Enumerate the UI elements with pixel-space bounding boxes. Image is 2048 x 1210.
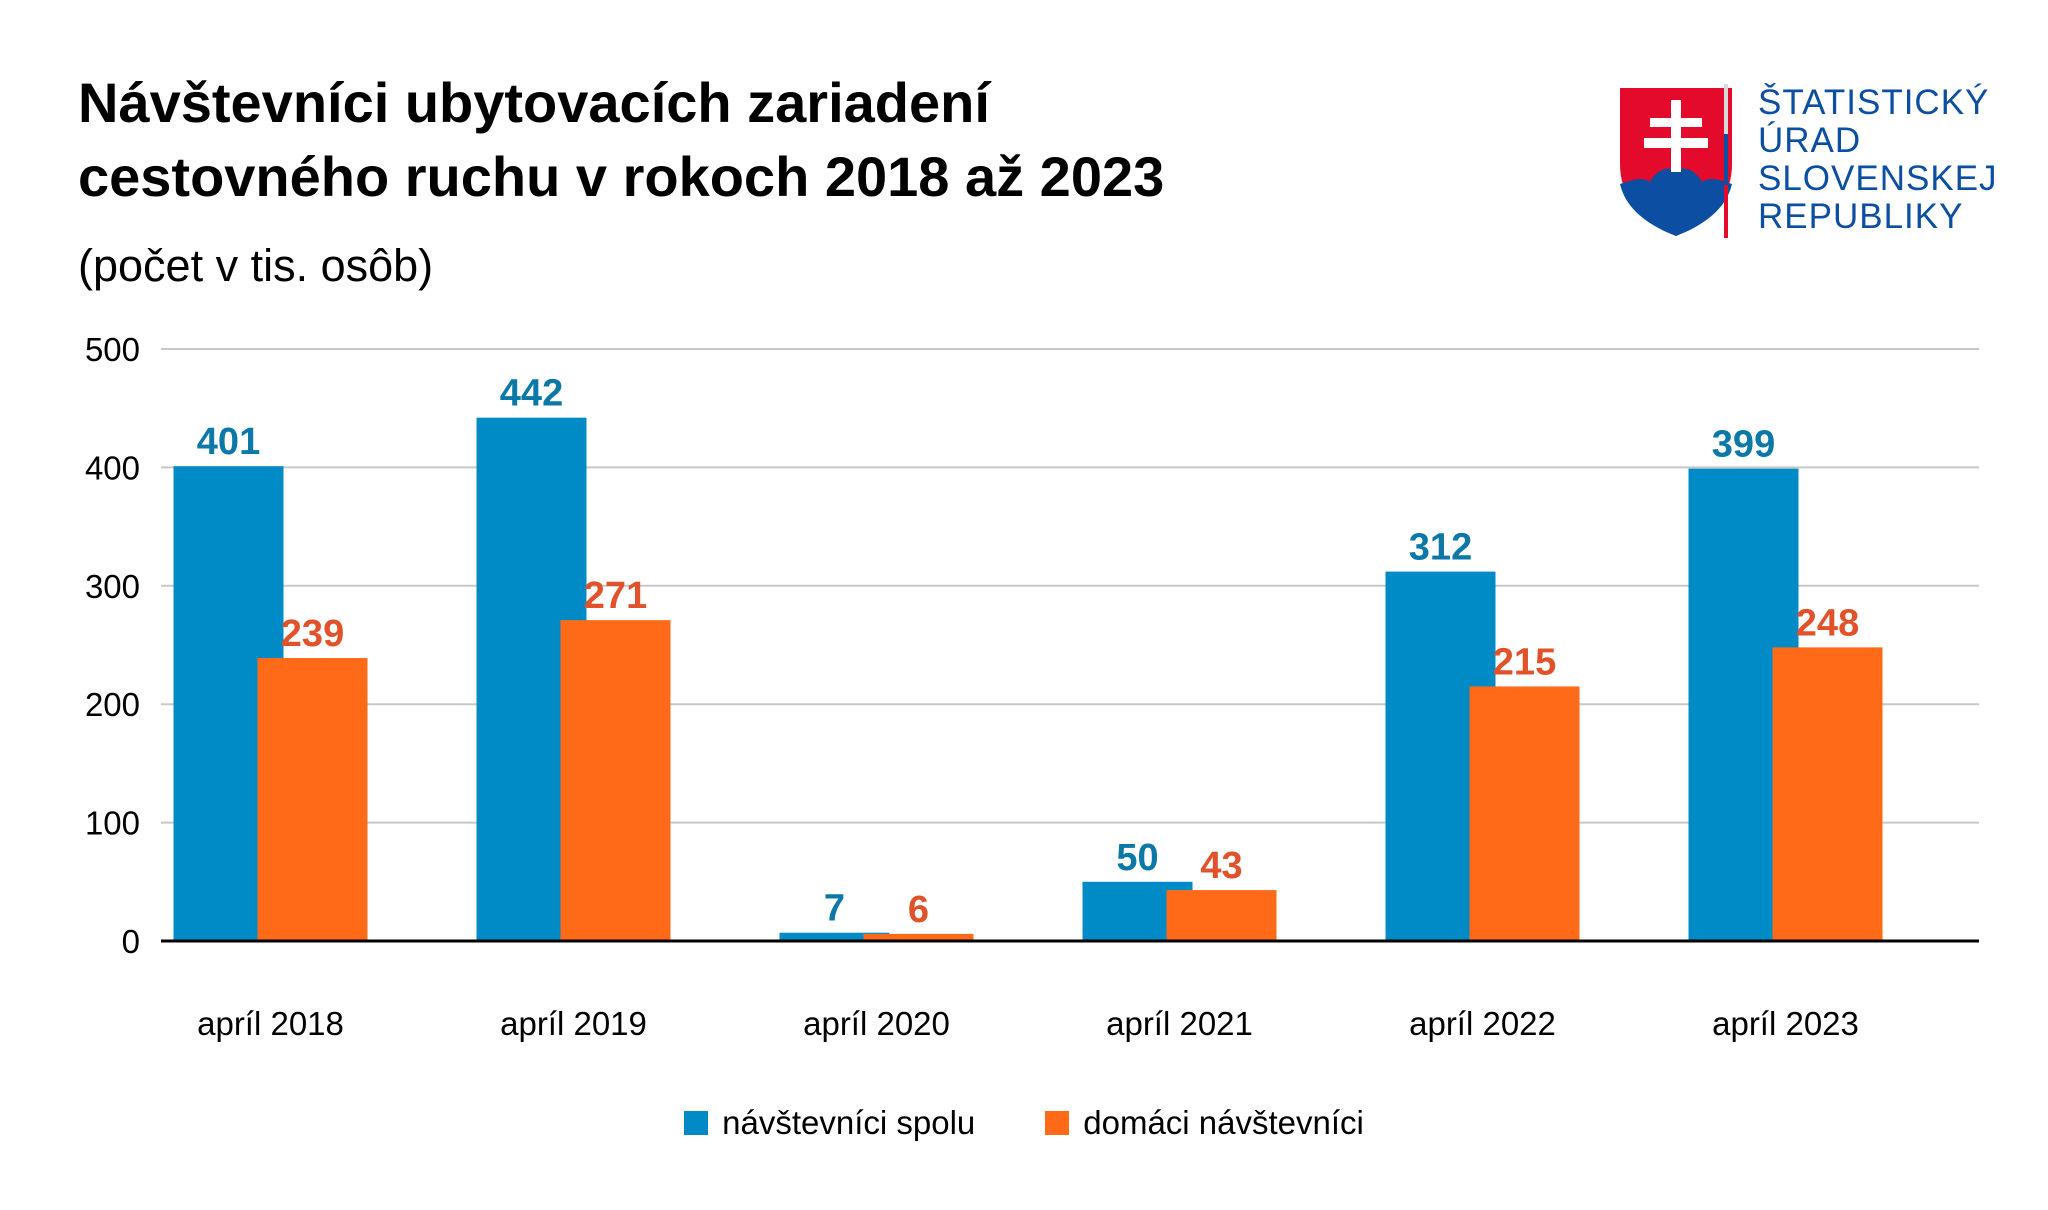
bar-navstevnici-spolu <box>779 932 890 941</box>
logo-line: REPUBLIKY <box>1758 197 1964 236</box>
x-tick-label: apríl 2019 <box>500 1005 647 1042</box>
data-label: 50 <box>1116 837 1158 879</box>
data-label: 43 <box>1200 845 1242 887</box>
bar-domaci-navstevnici <box>1166 890 1277 941</box>
data-label: 271 <box>584 575 647 617</box>
bar-domaci-navstevnici <box>257 658 368 941</box>
title-line-2: cestovného ruchu v rokoch 2018 až 2023 <box>78 145 1165 208</box>
legend-label: domáci návštevníci <box>1083 1104 1364 1141</box>
legend-label: návštevníci spolu <box>722 1104 976 1141</box>
x-tick-label: apríl 2020 <box>803 1005 950 1042</box>
data-label: 215 <box>1493 641 1556 683</box>
logo-line: ÚRAD <box>1758 121 1862 160</box>
logo-line: SLOVENSKEJ <box>1758 159 1998 198</box>
x-tick-label: apríl 2022 <box>1409 1005 1556 1042</box>
x-tick-label: apríl 2023 <box>1712 1005 1859 1042</box>
logo-line: ŠTATISTICKÝ <box>1758 83 1990 122</box>
data-label: 6 <box>908 889 929 931</box>
y-tick-label: 300 <box>85 568 140 605</box>
y-tick-label: 500 <box>85 331 140 368</box>
data-label: 399 <box>1712 424 1775 466</box>
legend-swatch <box>684 1111 709 1135</box>
flag-stripe <box>1724 84 1728 238</box>
data-label: 7 <box>824 888 845 930</box>
susr-logo: ŠTATISTICKÝ ÚRAD SLOVENSKEJ REPUBLIKY <box>1612 84 2012 244</box>
data-label: 312 <box>1409 527 1472 569</box>
bar-domaci-navstevnici <box>863 933 974 941</box>
data-label: 401 <box>197 421 260 463</box>
legend: návštevníci spolu domáci návštevníci <box>0 1104 2048 1142</box>
bar-domaci-navstevnici <box>1772 647 1883 941</box>
x-tick-label: apríl 2021 <box>1106 1005 1253 1042</box>
data-label: 248 <box>1796 602 1859 644</box>
coat-of-arms-icon <box>1620 88 1732 236</box>
y-tick-label: 0 <box>122 923 140 960</box>
chart-title: Návštevníci ubytovacích zariadení cestov… <box>78 66 1164 214</box>
bar-domaci-navstevnici <box>1469 686 1580 941</box>
data-label: 239 <box>281 613 344 655</box>
chart-subtitle: (počet v tis. osôb) <box>78 240 434 291</box>
y-tick-label: 100 <box>85 805 140 842</box>
y-tick-label: 200 <box>85 686 140 723</box>
title-line-1: Návštevníci ubytovacích zariadení <box>78 71 990 134</box>
legend-item-series-2: domáci návštevníci <box>1045 1104 1364 1142</box>
x-tick-label: apríl 2018 <box>197 1005 344 1042</box>
logo-text: ŠTATISTICKÝ ÚRAD SLOVENSKEJ REPUBLIKY <box>1758 84 1998 236</box>
legend-item-series-1: návštevníci spolu <box>684 1104 975 1142</box>
y-tick-label: 400 <box>85 449 140 486</box>
data-label: 442 <box>500 373 563 415</box>
bar-domaci-navstevnici <box>560 620 671 941</box>
legend-swatch <box>1045 1111 1070 1135</box>
